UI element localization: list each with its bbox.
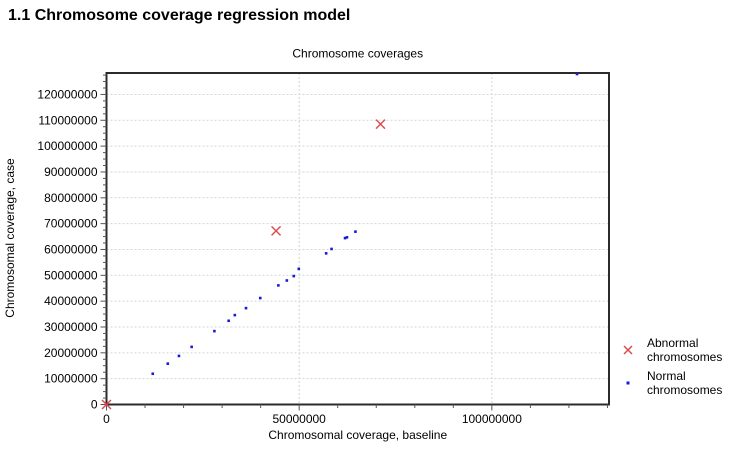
normal-point — [277, 284, 280, 287]
y-tick-label: 90000000 — [44, 165, 98, 179]
normal-point — [227, 319, 230, 323]
y-tick-label: 40000000 — [44, 294, 98, 308]
y-tick-label: 70000000 — [44, 217, 98, 231]
legend-item-abnormal: Abnormal chromosomes — [620, 336, 731, 364]
x-axis-title: Chromosomal coverage, baseline — [268, 428, 447, 442]
plot-layer: 0 10000000 20000000 30000000 40000000 5000000… — [37, 72, 610, 426]
y-axis-title: Chromosomal coverage, case — [3, 158, 17, 318]
normal-point — [244, 306, 248, 310]
plot-border — [105, 72, 610, 406]
abnormal-x-marker-icon — [623, 345, 633, 355]
y-tick-label: 50000000 — [44, 268, 98, 282]
normal-point — [292, 274, 296, 278]
normal-point — [258, 296, 262, 300]
y-tick-label: 60000000 — [44, 242, 98, 256]
normal-point — [151, 372, 155, 376]
abnormal-point — [375, 119, 386, 130]
section-heading: 1.1 Chromosome coverage regression model — [8, 7, 351, 24]
y-tick-label: 10000000 — [44, 372, 98, 386]
normal-point — [177, 354, 181, 358]
normal-point — [190, 345, 193, 349]
legend-label-normal: Normal chromosomes — [647, 369, 723, 397]
normal-point — [575, 72, 579, 76]
abnormal-point — [101, 399, 112, 410]
normal-point — [324, 252, 328, 255]
x-tick-label: 0 — [103, 412, 110, 426]
legend-label-abnormal: Abnormal chromosomes — [647, 336, 723, 364]
y-tick-label: 0 — [91, 398, 98, 412]
chart-legend: Abnormal chromosomes Normal chromosomes — [620, 336, 731, 397]
y-tick-label: 80000000 — [44, 191, 98, 205]
normal-point — [285, 279, 289, 282]
legend-item-normal: Normal chromosomes — [620, 369, 731, 397]
y-tick-label: 120000000 — [37, 87, 97, 101]
normal-dot-marker-icon — [626, 381, 630, 385]
abnormal-point — [271, 225, 282, 236]
y-tick-label: 110000000 — [38, 113, 98, 127]
chart-title: Chromosome coverages — [292, 47, 423, 61]
normal-point — [233, 313, 237, 317]
normal-point — [343, 236, 347, 240]
y-tick-label: 100000000 — [37, 139, 97, 153]
normal-point — [213, 329, 216, 333]
normal-point — [354, 230, 357, 233]
y-tick-label: 20000000 — [44, 346, 98, 360]
y-tick-label: 30000000 — [44, 320, 98, 334]
normal-point — [345, 236, 349, 239]
normal-point — [297, 267, 301, 271]
x-tick-label: 50000000 — [272, 412, 326, 426]
x-tick-label: 100000000 — [462, 412, 522, 426]
normal-point — [166, 362, 170, 365]
normal-point — [330, 247, 333, 251]
